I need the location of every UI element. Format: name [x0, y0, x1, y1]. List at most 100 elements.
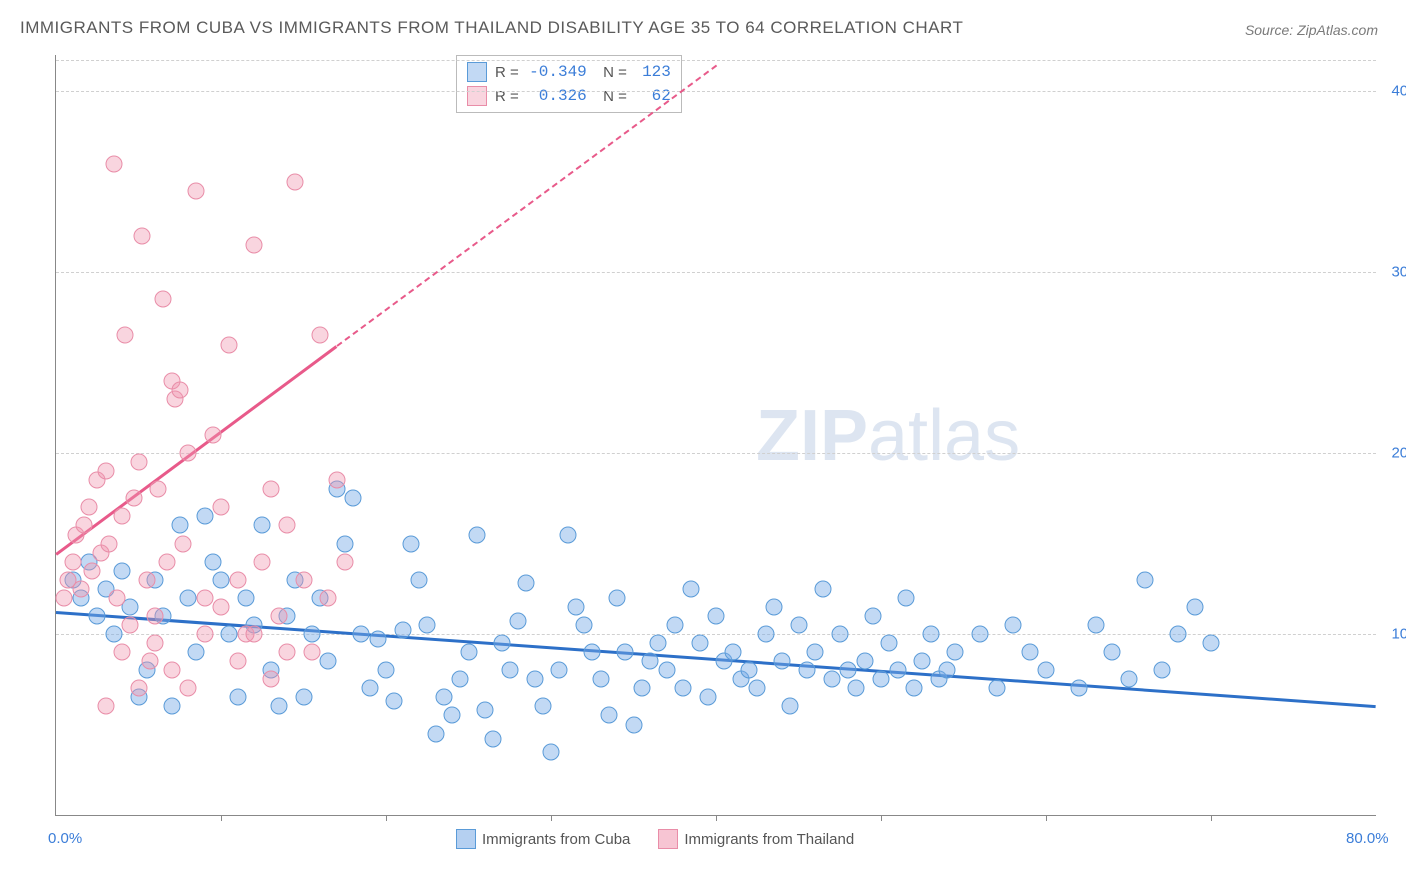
- data-point: [270, 698, 287, 715]
- data-point: [320, 653, 337, 670]
- data-point: [175, 535, 192, 552]
- data-point: [303, 626, 320, 643]
- data-point: [906, 680, 923, 697]
- data-point: [204, 553, 221, 570]
- data-point: [881, 635, 898, 652]
- data-point: [815, 580, 832, 597]
- data-point: [147, 607, 164, 624]
- data-point: [254, 517, 271, 534]
- data-point: [914, 653, 931, 670]
- data-point: [130, 454, 147, 471]
- data-point: [543, 743, 560, 760]
- data-point: [468, 526, 485, 543]
- data-point: [633, 680, 650, 697]
- data-point: [699, 689, 716, 706]
- data-point: [477, 702, 494, 719]
- data-point: [114, 508, 131, 525]
- data-point: [81, 499, 98, 516]
- data-point: [831, 626, 848, 643]
- data-point: [419, 617, 436, 634]
- data-point: [89, 607, 106, 624]
- r-value: -0.349: [527, 63, 587, 81]
- data-point: [617, 644, 634, 661]
- data-point: [270, 607, 287, 624]
- data-point: [889, 662, 906, 679]
- data-point: [897, 589, 914, 606]
- x-tick-label: 80.0%: [1346, 830, 1389, 847]
- series-swatch: [467, 86, 487, 106]
- data-point: [1071, 680, 1088, 697]
- data-point: [584, 644, 601, 661]
- data-point: [774, 653, 791, 670]
- data-point: [353, 626, 370, 643]
- data-point: [864, 607, 881, 624]
- data-point: [213, 598, 230, 615]
- x-tick-mark: [551, 815, 552, 821]
- stat-label: N =: [595, 64, 627, 81]
- data-point: [510, 613, 527, 630]
- data-point: [873, 671, 890, 688]
- data-point: [180, 445, 197, 462]
- data-point: [303, 644, 320, 661]
- data-point: [1038, 662, 1055, 679]
- data-point: [972, 626, 989, 643]
- data-point: [246, 626, 263, 643]
- stats-row: R =-0.349 N =123: [467, 60, 671, 84]
- data-point: [180, 589, 197, 606]
- data-point: [798, 662, 815, 679]
- data-point: [279, 644, 296, 661]
- data-point: [221, 336, 238, 353]
- data-point: [567, 598, 584, 615]
- data-point: [117, 327, 134, 344]
- data-point: [229, 571, 246, 588]
- data-point: [378, 662, 395, 679]
- series-swatch: [467, 62, 487, 82]
- gridline: [56, 272, 1376, 273]
- data-point: [114, 562, 131, 579]
- x-tick-label: 0.0%: [48, 830, 82, 847]
- data-point: [765, 598, 782, 615]
- x-tick-mark: [1046, 815, 1047, 821]
- data-point: [823, 671, 840, 688]
- data-point: [84, 562, 101, 579]
- legend-item: Immigrants from Thailand: [658, 829, 854, 849]
- data-point: [109, 589, 126, 606]
- stats-row: R =0.326 N =62: [467, 84, 671, 108]
- data-point: [411, 571, 428, 588]
- data-point: [741, 662, 758, 679]
- data-point: [782, 698, 799, 715]
- y-tick-label: 40.0%: [1382, 83, 1406, 100]
- data-point: [625, 716, 642, 733]
- x-tick-mark: [881, 815, 882, 821]
- data-point: [988, 680, 1005, 697]
- data-point: [64, 553, 81, 570]
- legend-swatch: [658, 829, 678, 849]
- data-point: [97, 463, 114, 480]
- data-point: [196, 626, 213, 643]
- data-point: [609, 589, 626, 606]
- data-point: [1153, 662, 1170, 679]
- data-point: [312, 327, 329, 344]
- data-point: [600, 707, 617, 724]
- data-point: [188, 644, 205, 661]
- data-point: [666, 617, 683, 634]
- data-point: [361, 680, 378, 697]
- data-point: [262, 481, 279, 498]
- stat-label: R =: [495, 88, 519, 105]
- data-point: [493, 635, 510, 652]
- data-point: [435, 689, 452, 706]
- stat-label: R =: [495, 64, 519, 81]
- data-point: [150, 481, 167, 498]
- data-point: [386, 693, 403, 710]
- data-point: [757, 626, 774, 643]
- data-point: [328, 472, 345, 489]
- data-point: [807, 644, 824, 661]
- data-point: [163, 698, 180, 715]
- data-point: [196, 589, 213, 606]
- data-point: [691, 635, 708, 652]
- data-point: [125, 490, 142, 507]
- data-point: [452, 671, 469, 688]
- data-point: [922, 626, 939, 643]
- data-point: [100, 535, 117, 552]
- data-point: [939, 662, 956, 679]
